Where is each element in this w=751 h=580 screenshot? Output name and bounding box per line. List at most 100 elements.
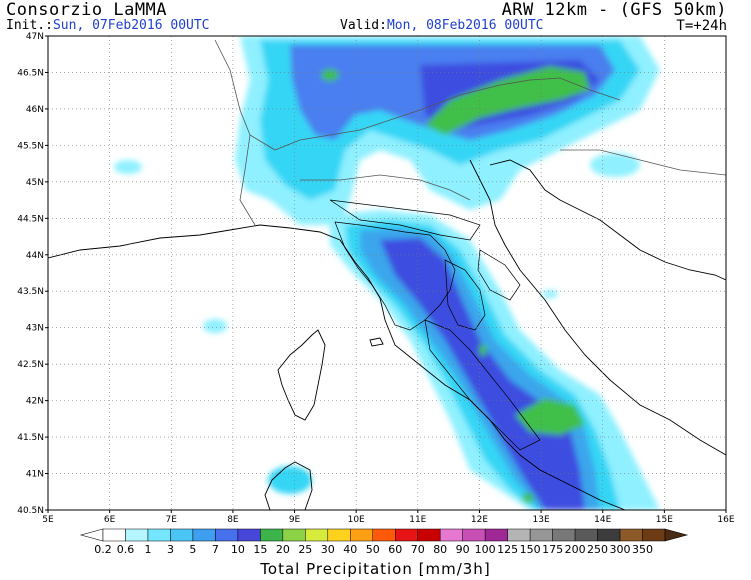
- colorbar-box: [170, 528, 194, 542]
- border-slovenia-croatia: [560, 149, 726, 176]
- colorbar-box: [394, 528, 418, 542]
- colorbar-box: [102, 528, 126, 542]
- colorbar-label: 60: [388, 543, 402, 556]
- precip-cell-umbria-green: [479, 344, 487, 356]
- latitude-tick-label: 44.5N: [17, 214, 44, 224]
- colorbar-box: [642, 528, 666, 542]
- region-lazio: [424, 319, 541, 451]
- colorbar-label: 30: [321, 543, 335, 556]
- colorbar-label: 175: [542, 543, 563, 556]
- latitude-tick-label: 43N: [26, 324, 44, 334]
- precip-cell-nw-green: [321, 69, 339, 81]
- region-umbria: [444, 259, 486, 331]
- border-north-italy: [300, 174, 471, 201]
- map-canvas: [48, 36, 726, 510]
- longitude-tick-label: 8E: [227, 515, 239, 525]
- coastline-elba: [369, 337, 384, 347]
- coastline-istria-dalmatia: [489, 159, 726, 281]
- coastline-corsica: [277, 329, 326, 421]
- colorbar-box: [484, 528, 508, 542]
- colorbar-box: [305, 528, 329, 542]
- colorbar-label: 40: [343, 543, 357, 556]
- colorbar-box: [327, 528, 351, 542]
- colorbar-box: [147, 528, 171, 542]
- longitude-tick-label: 10E: [348, 515, 365, 525]
- colorbar-box: [372, 528, 396, 542]
- colorbar-label: 90: [456, 543, 470, 556]
- colorbar-label: 80: [433, 543, 447, 556]
- latitude-tick-label: 40.5N: [17, 506, 44, 516]
- colorbar-box: [552, 528, 576, 542]
- colorbar-box: [215, 528, 239, 542]
- colorbar-label: 125: [497, 543, 518, 556]
- region-marche: [477, 249, 521, 301]
- longitude-tick-label: 11E: [409, 515, 426, 525]
- valid-time: Valid:Mon, 08Feb2016 00UTC: [340, 18, 544, 33]
- colorbar-label: 3: [167, 543, 174, 556]
- longitude-tick-label: 5E: [42, 515, 54, 525]
- latitude-tick-label: 47N: [26, 32, 44, 42]
- latitude-tick-label: 45.5N: [17, 141, 44, 151]
- colorbar-label: 250: [587, 543, 608, 556]
- colorbar-label: 70: [411, 543, 425, 556]
- colorbar-label: 150: [520, 543, 541, 556]
- colorbar-label: 20: [276, 543, 290, 556]
- colorbar-box: [237, 528, 261, 542]
- colorbar-extend-high: [664, 528, 689, 542]
- legend-title: Total Precipitation [mm/3h]: [260, 560, 491, 578]
- longitude-tick-label: 13E: [533, 515, 550, 525]
- latitude-tick-label: 43.5N: [17, 287, 44, 297]
- coastline-sardinia: [264, 461, 313, 510]
- colorbar-label: 10: [231, 543, 245, 556]
- longitude-tick-label: 12E: [471, 515, 488, 525]
- latitude-tick-label: 46N: [26, 105, 44, 115]
- colorbar-box: [282, 528, 306, 542]
- valid-label: Valid:: [340, 18, 387, 33]
- colorbar-box: [597, 528, 621, 542]
- regional-borders: [329, 199, 541, 451]
- colorbar-box: [439, 528, 463, 542]
- colorbar-label: 25: [298, 543, 312, 556]
- coastline-adriatic: [469, 159, 726, 456]
- latitude-tick-label: 42.5N: [17, 360, 44, 370]
- precip-patch-sardinia: [268, 466, 312, 494]
- colorbar-label: 1: [144, 543, 151, 556]
- colorbar-label: 15: [253, 543, 267, 556]
- latitude-tick-label: 46.5N: [17, 68, 44, 78]
- colorbar-box: [529, 528, 553, 542]
- colorbar-box: [125, 528, 149, 542]
- colorbar-label: 0.6: [117, 543, 135, 556]
- precip-patch-ligurian: [203, 319, 227, 333]
- init-value: Sun, 07Feb2016 00UTC: [52, 18, 210, 33]
- borders: [214, 39, 726, 226]
- precipitation-colorbar: 0.2 0.6 1 3 5 7 10 15 20 25 30 40 50 60 70 80 90 100 125 15…: [79, 528, 689, 556]
- colorbar-label: 5: [189, 543, 196, 556]
- colorbar-label: 350: [632, 543, 653, 556]
- latitude-tick-label: 44N: [26, 251, 44, 261]
- longitude-tick-label: 9E: [289, 515, 301, 525]
- precip-area-alps-green: [425, 66, 590, 135]
- coastlines: [48, 159, 726, 510]
- precip-cell-campania-green: [522, 493, 534, 503]
- colorbar-label: 100: [475, 543, 496, 556]
- region-emilia-romagna: [329, 199, 481, 241]
- longitude-tick-label: 15E: [656, 515, 673, 525]
- colorbar-box: [574, 528, 598, 542]
- provider-title: Consorzio LaMMA: [6, 0, 168, 20]
- precip-area-apennine-deepblue: [380, 238, 585, 510]
- precipitation-map: 47N 46.5N 46N 45.5N 45N 44.5N 44N 43.5N 43N 42.5N…: [17, 32, 735, 525]
- longitude-tick-label: 6E: [104, 515, 116, 525]
- colorbar-label: 7: [212, 543, 219, 556]
- colorbar-label: 0.2: [94, 543, 112, 556]
- longitude-labels: 5E 6E 7E 8E 9E 10E 11E 12E 13E 14E 15E 16E: [42, 510, 735, 525]
- model-title: ARW 12km - (GFS 50km): [501, 0, 727, 20]
- colorbar-label: 50: [366, 543, 380, 556]
- latitude-labels: 47N 46.5N 46N 45.5N 45N 44.5N 44N 43.5N 43N 42.5N…: [17, 32, 48, 516]
- colorbar-boxes: [79, 528, 689, 542]
- longitude-tick-label: 7E: [166, 515, 178, 525]
- precip-patch-adriatic: [542, 290, 558, 298]
- longitude-tick-label: 16E: [717, 515, 734, 525]
- colorbar-box: [192, 528, 216, 542]
- precip-patch-east: [590, 153, 640, 177]
- colorbar-box: [260, 528, 284, 542]
